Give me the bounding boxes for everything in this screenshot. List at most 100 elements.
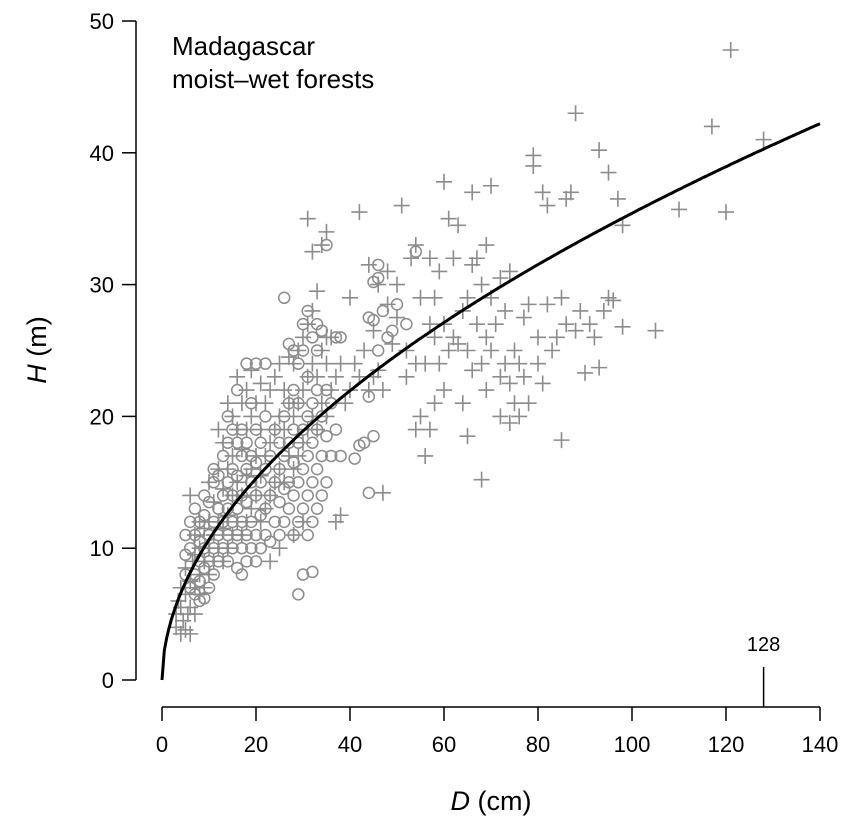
data-point-plus xyxy=(215,480,232,497)
data-point-plus xyxy=(224,408,241,425)
data-point-circle xyxy=(376,304,390,318)
data-point-plus xyxy=(497,302,514,319)
data-point-plus xyxy=(600,289,617,306)
y-axis-title: H (m) xyxy=(22,316,52,383)
data-point-plus xyxy=(426,329,443,346)
data-point-plus xyxy=(445,250,462,267)
x-tick-label: 0 xyxy=(156,732,168,757)
data-point-circle xyxy=(188,502,202,515)
x-tick-label: 40 xyxy=(338,732,362,757)
data-point-plus xyxy=(562,184,579,201)
data-point-plus xyxy=(515,368,532,385)
y-tick-label: 50 xyxy=(90,9,114,34)
data-point-plus xyxy=(243,362,260,379)
x-axis-unit: (cm) xyxy=(470,786,531,816)
data-point-plus xyxy=(492,368,509,385)
data-point-plus xyxy=(558,316,575,333)
data-point-plus xyxy=(506,395,523,412)
data-point-plus xyxy=(558,190,575,207)
data-point-plus xyxy=(318,355,335,372)
data-point-plus xyxy=(553,289,570,306)
data-point-plus xyxy=(201,474,217,491)
data-point-plus xyxy=(313,395,330,412)
data-point-plus xyxy=(309,421,326,438)
data-point-plus xyxy=(224,447,241,464)
data-point-circle xyxy=(296,502,310,515)
data-point-circle xyxy=(306,565,319,579)
data-point-plus xyxy=(412,408,429,425)
data-point-plus xyxy=(295,434,311,451)
data-point-plus xyxy=(295,513,311,530)
data-point-plus xyxy=(271,408,288,425)
data-point-plus xyxy=(215,434,232,451)
data-point-plus xyxy=(304,243,321,260)
data-point-plus xyxy=(374,382,391,399)
data-point-plus xyxy=(520,395,537,412)
data-point-plus xyxy=(229,368,246,385)
data-point-circle xyxy=(306,476,319,489)
data-point-circle xyxy=(334,449,347,463)
data-point-plus xyxy=(647,322,664,339)
data-point-plus xyxy=(233,395,250,412)
data-point-circle xyxy=(259,357,272,370)
data-point-plus xyxy=(360,256,377,273)
data-point-plus xyxy=(487,316,504,333)
data-point-plus xyxy=(459,342,476,359)
data-point-plus xyxy=(295,382,311,399)
data-point-plus xyxy=(534,375,551,392)
data-point-plus xyxy=(384,335,401,352)
data-point-plus xyxy=(525,147,542,164)
data-point-plus xyxy=(530,329,546,346)
data-point-plus xyxy=(248,487,264,504)
data-point-plus xyxy=(450,217,467,234)
data-point-plus xyxy=(252,467,269,484)
data-point-plus xyxy=(182,625,199,642)
data-point-plus xyxy=(464,184,481,201)
data-point-plus xyxy=(605,292,622,309)
data-point-plus xyxy=(567,105,584,122)
data-point-plus xyxy=(468,316,485,333)
data-point-plus xyxy=(755,131,772,148)
data-point-plus xyxy=(473,471,490,488)
data-point-plus xyxy=(478,329,495,346)
annotation-line-2: moist–wet forests xyxy=(172,64,374,94)
data-point-plus xyxy=(591,142,608,159)
data-point-plus xyxy=(313,342,330,359)
data-point-plus xyxy=(459,428,476,445)
data-point-plus xyxy=(299,316,316,333)
y-axis-variable: H xyxy=(22,364,52,384)
data-point-plus xyxy=(492,408,509,425)
data-point-plus xyxy=(389,276,405,293)
data-point-plus xyxy=(323,382,340,399)
data-point-plus xyxy=(393,197,410,214)
data-point-plus xyxy=(445,329,462,346)
data-point-plus xyxy=(257,447,274,464)
data-point-plus xyxy=(534,184,551,201)
data-point-circle xyxy=(277,515,291,529)
data-point-circle xyxy=(235,568,249,581)
data-point-plus xyxy=(309,368,326,385)
data-point-plus xyxy=(252,421,269,438)
data-point-plus xyxy=(483,177,499,194)
y-tick-label: 40 xyxy=(90,141,114,166)
data-point-plus xyxy=(365,322,382,339)
data-point-plus xyxy=(318,223,335,240)
data-point-plus xyxy=(374,484,391,501)
data-point-plus xyxy=(379,296,396,313)
data-point-plus xyxy=(346,355,363,372)
data-point-plus xyxy=(671,201,687,218)
data-point-plus xyxy=(501,263,518,280)
data-point-circle xyxy=(320,476,333,489)
data-point-plus xyxy=(544,342,561,359)
data-point-plus xyxy=(295,329,311,346)
data-point-plus xyxy=(459,289,476,306)
data-point-plus xyxy=(436,382,452,399)
data-point-circle xyxy=(310,462,324,476)
data-point-plus xyxy=(421,250,438,267)
data-point-circle xyxy=(245,541,258,555)
data-point-plus xyxy=(511,355,528,372)
data-point-plus xyxy=(309,283,326,300)
x-tick-label: 120 xyxy=(708,732,745,757)
data-point-plus xyxy=(431,355,448,372)
x-tick-label: 80 xyxy=(526,732,550,757)
